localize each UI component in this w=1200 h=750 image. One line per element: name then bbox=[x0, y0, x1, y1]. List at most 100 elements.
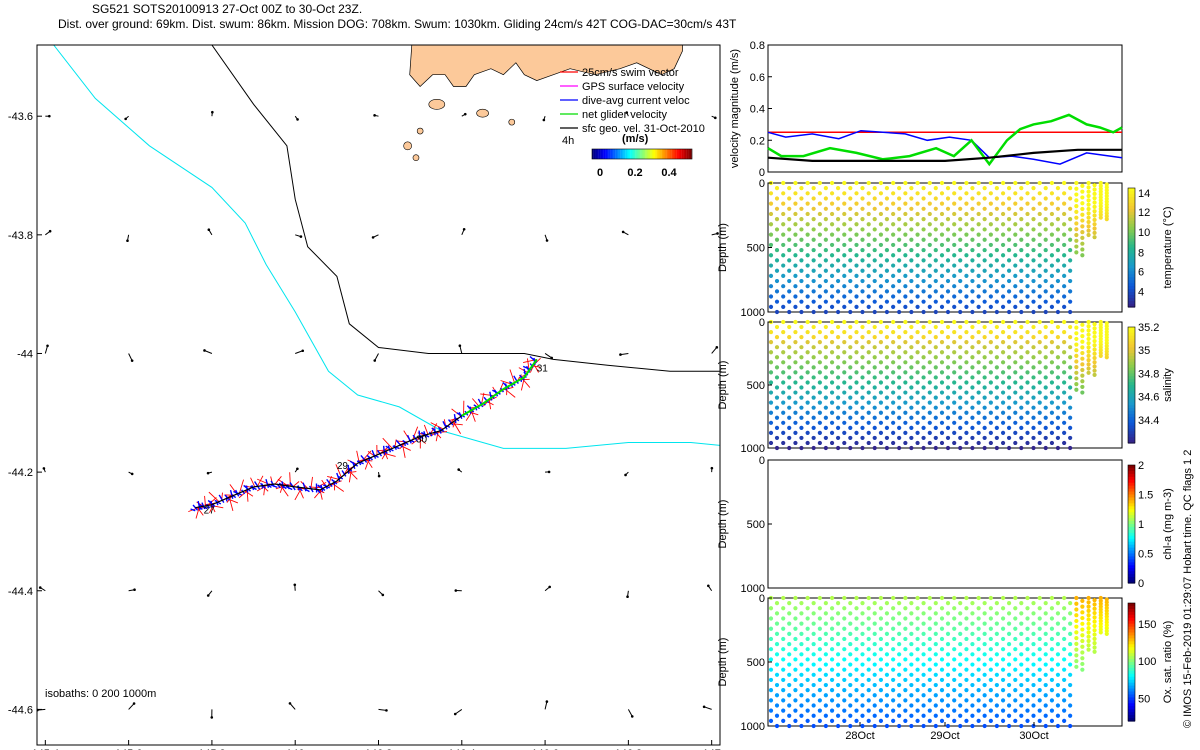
colorbar-cell bbox=[1128, 623, 1135, 628]
profile-point bbox=[970, 682, 975, 688]
profile-point bbox=[897, 385, 902, 390]
profile-point bbox=[1043, 652, 1048, 657]
profile-point bbox=[976, 350, 981, 355]
geo-vel-arrow bbox=[128, 353, 133, 361]
profile-point bbox=[1006, 385, 1012, 390]
profile-point bbox=[964, 380, 969, 385]
colorbar-frame bbox=[1127, 602, 1136, 722]
profile-point bbox=[1055, 601, 1061, 606]
profile-point bbox=[982, 196, 987, 201]
profile-point bbox=[1043, 445, 1048, 451]
profile-point bbox=[1074, 624, 1079, 629]
colorbar-cell bbox=[1128, 399, 1135, 403]
profile-point bbox=[964, 211, 969, 217]
profile-point bbox=[1006, 682, 1012, 688]
profile-point bbox=[787, 723, 792, 729]
profile-point bbox=[1049, 273, 1055, 278]
profile-point bbox=[829, 201, 835, 206]
swim-vector bbox=[450, 423, 463, 426]
profile-point bbox=[964, 263, 969, 268]
colorbar-cell bbox=[1128, 685, 1135, 690]
colorbar-cell bbox=[1128, 712, 1135, 716]
map-colorbar-cell bbox=[623, 149, 626, 159]
profile-point bbox=[872, 217, 877, 222]
profile-point bbox=[799, 365, 804, 370]
profile-point bbox=[829, 420, 835, 425]
map-colorbar-cell bbox=[641, 149, 644, 159]
profile-point bbox=[817, 595, 822, 601]
profile-point bbox=[927, 273, 932, 278]
map-colorbar-tick: 0.4 bbox=[661, 167, 677, 179]
profile-point bbox=[817, 222, 822, 227]
profile-point bbox=[835, 385, 841, 390]
profile-point bbox=[897, 703, 902, 708]
colorbar-cell bbox=[1128, 244, 1135, 249]
dive-avg-current-vector bbox=[254, 481, 261, 490]
legend-extra: 4h bbox=[562, 135, 574, 147]
profile-point bbox=[921, 662, 926, 667]
colorbar-label: salinity bbox=[1162, 368, 1174, 402]
profile-point bbox=[1055, 682, 1061, 688]
profile-point bbox=[994, 611, 999, 616]
map-colorbar-cell bbox=[660, 149, 662, 159]
profile-point bbox=[1037, 626, 1042, 631]
profile-point bbox=[872, 365, 877, 370]
profile-point bbox=[988, 400, 993, 405]
profile-point bbox=[817, 232, 822, 237]
profile-point bbox=[891, 677, 896, 683]
profile-point bbox=[878, 329, 884, 335]
profile-point bbox=[1055, 631, 1061, 636]
profile-point bbox=[1086, 206, 1091, 212]
profile-point bbox=[842, 708, 847, 713]
profile-point bbox=[1043, 713, 1048, 718]
profile-point bbox=[781, 232, 786, 237]
profile-point bbox=[897, 227, 902, 232]
profile-point bbox=[805, 626, 810, 631]
profile-point bbox=[945, 206, 951, 211]
profile-point bbox=[939, 636, 945, 642]
profile-point bbox=[1013, 708, 1018, 713]
profile-point bbox=[768, 390, 774, 395]
profile-point bbox=[994, 713, 999, 718]
profile-point bbox=[970, 345, 975, 350]
colorbar-cell bbox=[1128, 703, 1135, 707]
profile-point bbox=[829, 698, 835, 703]
legend-label: net glider velocity bbox=[582, 109, 667, 121]
profile-point bbox=[1074, 601, 1079, 606]
profile-point bbox=[878, 273, 884, 278]
profile-point bbox=[1013, 340, 1018, 345]
profile-point bbox=[976, 242, 981, 248]
profile-point bbox=[860, 324, 865, 330]
dive-avg-current-vector bbox=[265, 478, 270, 489]
profile-point bbox=[774, 299, 780, 304]
profile-point bbox=[823, 196, 828, 201]
profile-point bbox=[774, 611, 780, 616]
profile-point bbox=[1062, 647, 1067, 652]
colorbar-cell bbox=[1128, 428, 1135, 432]
profile-point bbox=[1055, 693, 1061, 698]
profile-point bbox=[1068, 682, 1073, 688]
profile-point bbox=[945, 693, 951, 698]
profile-point bbox=[994, 355, 999, 360]
profile-point bbox=[854, 242, 859, 248]
profile-point bbox=[1074, 180, 1079, 186]
profile-point bbox=[878, 647, 884, 652]
map-y-tick-label: -43.6 bbox=[8, 111, 33, 123]
profile-point bbox=[848, 324, 853, 330]
profile-point bbox=[774, 247, 780, 253]
profile-point bbox=[811, 278, 816, 284]
profile-point bbox=[1037, 191, 1042, 196]
profile-point bbox=[1092, 230, 1097, 235]
map-colorbar-cell bbox=[615, 149, 618, 159]
profile-point bbox=[884, 258, 890, 263]
profile-point bbox=[842, 294, 847, 299]
profile-point bbox=[933, 435, 938, 441]
profile-point bbox=[903, 350, 908, 355]
profile-point bbox=[976, 606, 981, 611]
profile-point bbox=[958, 631, 963, 636]
geo-vel-arrow-head bbox=[373, 359, 377, 362]
profile-point bbox=[872, 335, 877, 340]
colorbar-tick-label: 34.4 bbox=[1138, 415, 1159, 427]
profile-point bbox=[1092, 187, 1097, 192]
profile-point bbox=[945, 435, 951, 441]
